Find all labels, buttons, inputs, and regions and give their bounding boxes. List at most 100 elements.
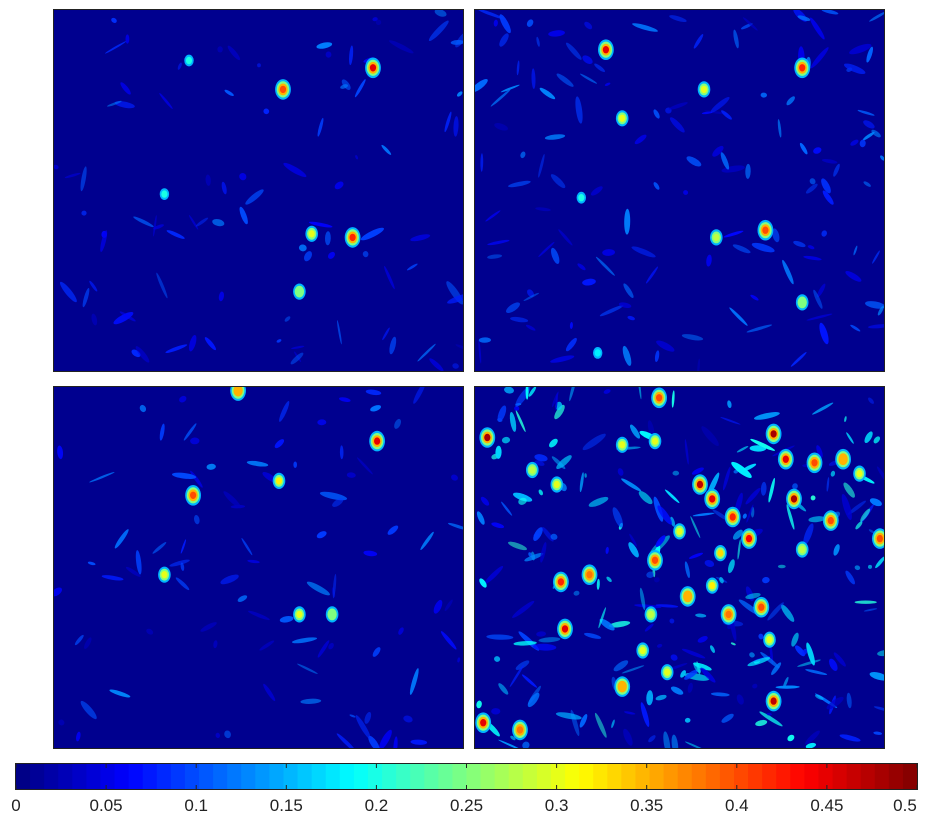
heatmap-texture-streak	[87, 561, 96, 566]
heatmap-texture-streak	[780, 604, 795, 622]
heatmap-texture-streak	[237, 595, 248, 602]
colorbar-segment	[719, 764, 735, 789]
colorbar-tick-labels: 0 0.05 0.1 0.15 0.2 0.25 0.3 0.35 0.4 0.45 0.5	[0, 796, 933, 818]
heatmap-texture-streak	[165, 344, 188, 354]
heatmap-texture-streak	[491, 522, 505, 529]
heatmap-texture-streak	[455, 344, 463, 351]
heatmap-texture-streak	[394, 418, 402, 429]
heatmap-texture-streak	[611, 719, 615, 729]
colorbar-segment	[142, 764, 158, 789]
heatmap-texture-streak	[569, 322, 573, 329]
heatmap-texture-streak	[847, 500, 866, 515]
heatmap-texture-streak	[810, 495, 816, 501]
heatmap-texture-streak	[816, 283, 826, 298]
heatmap-texture-streak	[291, 345, 305, 349]
heatmap-texture-streak	[700, 667, 716, 683]
heatmap-texture-streak	[554, 404, 565, 420]
heatmap-texture-streak	[841, 493, 852, 521]
colorbar-segment	[748, 764, 763, 789]
heatmap-texture-streak	[845, 570, 855, 585]
heatmap-texture-streak	[624, 711, 636, 715]
heatmap-texture-streak	[627, 315, 635, 321]
colorbar-segment	[691, 764, 707, 789]
colorbar-segment	[902, 764, 917, 789]
heatmap-hotspot	[553, 480, 560, 489]
colorbar-segment	[790, 764, 805, 789]
heatmap-texture-streak	[180, 539, 187, 554]
heatmap-texture-streak	[526, 19, 534, 27]
heatmap-texture-streak	[873, 731, 883, 735]
heatmap-hotspot	[308, 230, 315, 238]
heatmap-texture-streak	[381, 144, 392, 155]
heatmap-hotspot	[729, 513, 736, 521]
heatmap-texture-streak	[742, 17, 758, 31]
heatmap-hotspot	[676, 527, 683, 536]
heatmap-texture-streak	[239, 172, 247, 181]
heatmap-texture-streak	[850, 324, 861, 332]
colorbar-segment	[846, 764, 862, 789]
colorbar-segment	[396, 764, 411, 789]
heatmap-texture-streak	[479, 578, 487, 588]
heatmap-texture-streak	[762, 576, 770, 584]
colorbar-segment	[733, 764, 749, 789]
heatmap-texture-streak	[733, 469, 739, 474]
heatmap-texture-streak	[680, 670, 687, 678]
heatmap-texture-streak	[363, 550, 378, 557]
heatmap-texture-streak	[749, 652, 755, 658]
heatmap-texture-streak	[555, 712, 582, 720]
heatmap-texture-streak	[868, 324, 884, 329]
heatmap-texture-streak	[528, 552, 532, 557]
heatmap-texture-streak	[54, 164, 59, 170]
heatmap-texture-streak	[863, 181, 871, 187]
heatmap-texture-streak	[324, 231, 331, 246]
heatmap-texture-streak	[525, 387, 529, 400]
colorbar	[15, 763, 918, 790]
heatmap-hotspot	[651, 556, 659, 564]
heatmap-texture-streak	[629, 533, 637, 547]
heatmap-hotspot	[766, 636, 773, 644]
heatmap-texture-streak	[508, 180, 531, 188]
heatmap-texture-streak	[510, 735, 516, 741]
heatmap-background	[475, 10, 884, 371]
colorbar-segment	[339, 764, 355, 789]
heatmap-texture-streak	[494, 656, 501, 662]
colorbar-segment	[269, 764, 285, 789]
heatmap-texture-streak	[531, 68, 536, 89]
heatmap-texture-streak	[74, 634, 84, 646]
heatmap-texture-streak	[420, 531, 434, 551]
heatmap-texture-streak	[737, 539, 741, 560]
heatmap-texture-streak	[669, 117, 685, 133]
heatmap-texture-streak	[657, 505, 672, 525]
heatmap-background	[54, 10, 463, 371]
colorbar-segment	[382, 764, 397, 789]
heatmap-texture-streak	[869, 672, 884, 681]
heatmap-texture-streak	[646, 690, 654, 706]
colorbar-segment	[649, 764, 665, 789]
heatmap-texture-streak	[629, 424, 641, 439]
heatmap-texture-streak	[684, 717, 691, 723]
heatmap-texture-streak	[710, 96, 730, 113]
heatmap-background	[54, 387, 463, 748]
heatmap-texture-streak	[355, 155, 359, 160]
heatmap-texture-streak	[486, 634, 514, 640]
heatmap-texture-streak	[550, 533, 558, 540]
heatmap-hotspot	[709, 495, 716, 503]
heatmap-texture-streak	[417, 343, 436, 362]
heatmap-texture-streak	[317, 419, 327, 426]
heatmap-texture-streak	[283, 162, 307, 178]
heatmap-texture-streak	[684, 741, 707, 748]
heatmap-hotspot	[725, 610, 732, 619]
heatmap-texture-streak	[179, 395, 187, 403]
heatmap-texture-streak	[169, 559, 190, 567]
heatmap-texture-streak	[816, 445, 823, 458]
heatmap-texture-streak	[558, 229, 573, 246]
heatmap-texture-streak	[384, 265, 395, 290]
heatmap-texture-streak	[524, 552, 544, 562]
heatmap-texture-streak	[513, 641, 537, 646]
heatmap-texture-streak	[212, 219, 225, 227]
heatmap-texture-streak	[448, 522, 463, 531]
heatmap-texture-streak	[57, 445, 64, 460]
heatmap-texture-streak	[782, 676, 789, 689]
heatmap-texture-streak	[863, 608, 878, 612]
heatmap-hotspot	[782, 455, 789, 463]
